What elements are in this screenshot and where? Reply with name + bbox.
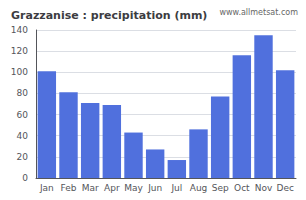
svg-text:140: 140 (11, 25, 28, 35)
svg-text:100: 100 (11, 67, 28, 77)
svg-text:Sep: Sep (212, 183, 229, 193)
svg-text:www.allmetsat.com: www.allmetsat.com (220, 8, 299, 17)
svg-text:120: 120 (11, 46, 28, 56)
svg-text:Grazzanise : precipitation (mm: Grazzanise : precipitation (mm) (11, 9, 207, 22)
svg-text:80: 80 (17, 88, 29, 98)
svg-text:Jun: Jun (147, 183, 162, 193)
svg-text:Apr: Apr (104, 183, 120, 193)
svg-text:Dec: Dec (276, 183, 293, 193)
svg-text:Mar: Mar (82, 183, 99, 193)
svg-text:Jul: Jul (170, 183, 182, 193)
svg-text:Jan: Jan (39, 183, 54, 193)
svg-text:60: 60 (17, 110, 29, 120)
svg-text:Nov: Nov (255, 183, 273, 193)
svg-text:Oct: Oct (234, 183, 250, 193)
svg-text:Aug: Aug (190, 183, 208, 193)
svg-text:Feb: Feb (61, 183, 77, 193)
svg-text:0: 0 (22, 173, 28, 183)
svg-text:May: May (124, 183, 143, 193)
svg-text:40: 40 (17, 131, 29, 141)
svg-text:20: 20 (17, 152, 29, 162)
